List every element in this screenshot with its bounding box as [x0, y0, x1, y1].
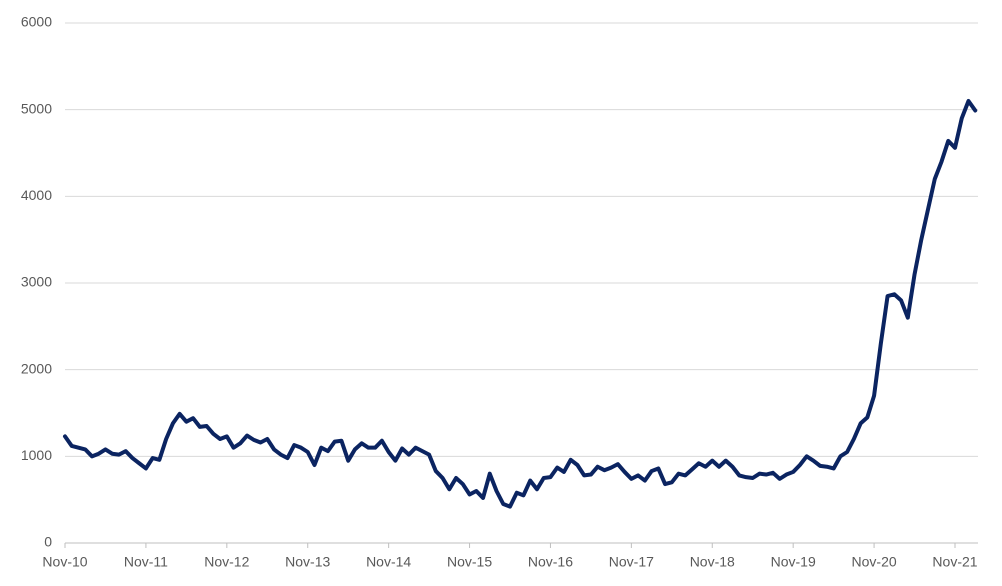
- y-tick-label: 1000: [21, 447, 52, 463]
- x-tick-label: Nov-14: [366, 554, 411, 570]
- y-tick-label: 5000: [21, 100, 52, 116]
- line-series: [63, 99, 978, 509]
- x-tick-label: Nov-15: [447, 554, 492, 570]
- y-tick-label: 3000: [21, 274, 52, 290]
- x-tick-label: Nov-21: [932, 554, 977, 570]
- y-tick-label: 4000: [21, 187, 52, 203]
- y-tick-label: 2000: [21, 360, 52, 376]
- x-tick-label: Nov-16: [528, 554, 573, 570]
- y-tick-label: 0: [44, 534, 52, 550]
- x-tick-label: Nov-18: [690, 554, 735, 570]
- x-tick-label: Nov-10: [42, 554, 87, 570]
- x-tick-label: Nov-17: [609, 554, 654, 570]
- x-tick-label: Nov-12: [204, 554, 249, 570]
- x-tick-label: Nov-13: [285, 554, 330, 570]
- y-tick-label: 6000: [21, 14, 52, 30]
- x-tick-label: Nov-19: [771, 554, 816, 570]
- x-tick-label: Nov-11: [124, 554, 168, 570]
- x-tick-label: Nov-20: [852, 554, 897, 570]
